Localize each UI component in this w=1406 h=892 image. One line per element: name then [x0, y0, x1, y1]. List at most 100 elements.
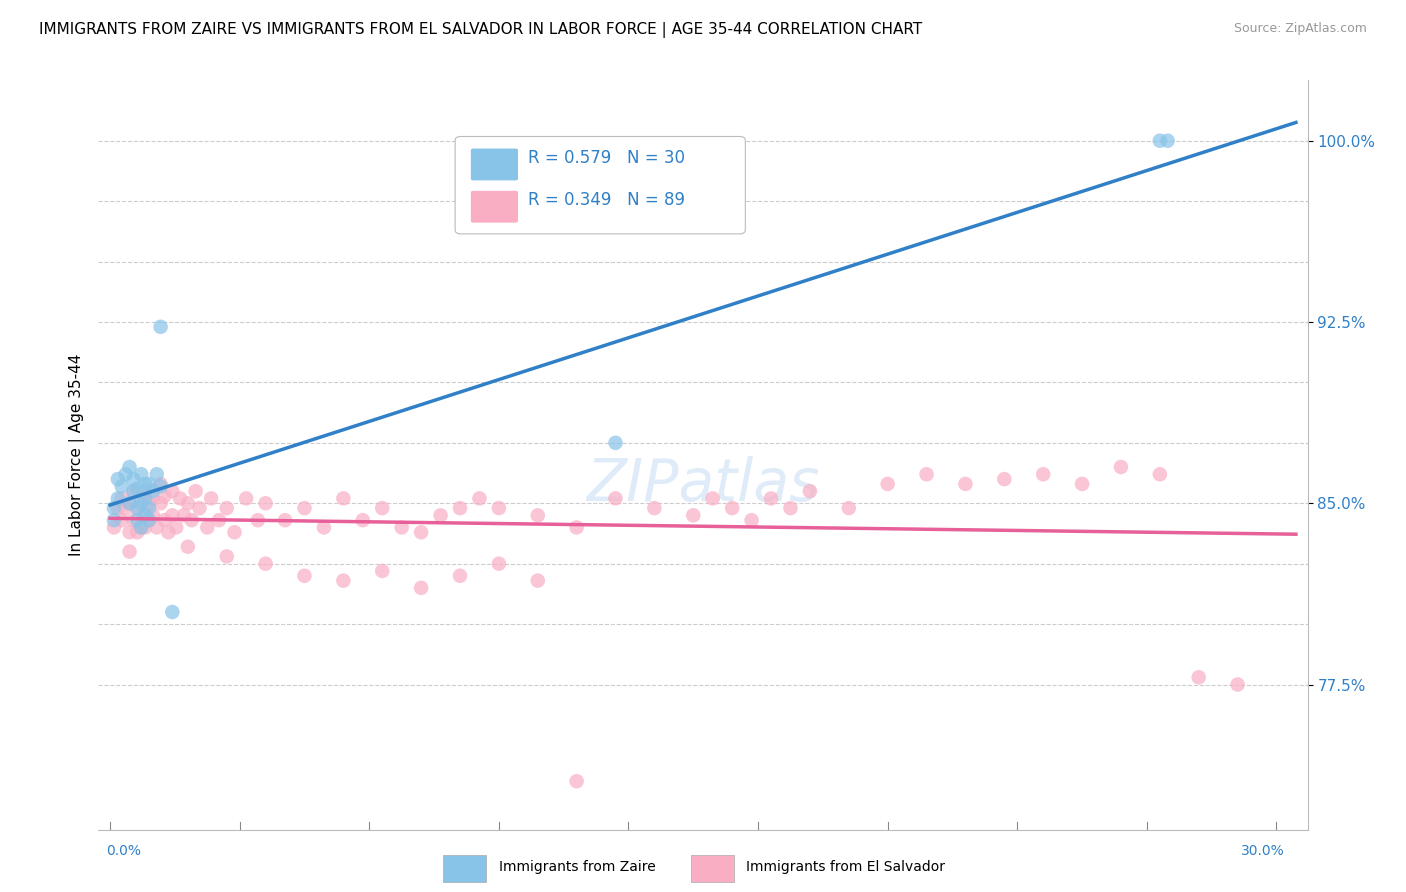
Point: [1032, 467, 1054, 482]
Point: [779, 501, 801, 516]
Point: [129, 520, 152, 534]
Point: [122, 472, 145, 486]
Point: [111, 491, 134, 506]
Text: 30.0%: 30.0%: [1240, 844, 1284, 858]
Point: [352, 513, 374, 527]
Point: [294, 501, 316, 516]
Point: [759, 491, 782, 506]
Point: [449, 568, 471, 582]
Point: [449, 501, 471, 516]
Point: [1188, 670, 1211, 684]
Point: [274, 513, 297, 527]
Text: R = 0.349   N = 89: R = 0.349 N = 89: [527, 191, 685, 209]
Text: Immigrants from Zaire: Immigrants from Zaire: [499, 861, 655, 874]
Y-axis label: In Labor Force | Age 35-44: In Labor Force | Age 35-44: [69, 354, 84, 556]
Point: [565, 520, 588, 534]
Point: [1149, 134, 1171, 148]
Point: [235, 491, 257, 506]
Point: [122, 484, 145, 499]
Point: [103, 520, 125, 534]
Point: [145, 520, 167, 534]
Point: [134, 508, 156, 523]
FancyBboxPatch shape: [471, 191, 517, 223]
Point: [682, 508, 704, 523]
Point: [312, 520, 335, 534]
Point: [129, 496, 152, 510]
Point: [915, 467, 938, 482]
Point: [195, 520, 218, 534]
Point: [138, 501, 160, 516]
Point: [149, 479, 172, 493]
Point: [134, 477, 156, 491]
Point: [138, 496, 160, 510]
Point: [157, 525, 180, 540]
Point: [134, 508, 156, 523]
Point: [149, 319, 172, 334]
Point: [876, 477, 898, 491]
Point: [993, 472, 1015, 486]
Point: [1109, 460, 1132, 475]
Point: [254, 496, 277, 510]
Point: [702, 491, 724, 506]
Text: R = 0.579   N = 30: R = 0.579 N = 30: [527, 149, 685, 167]
Point: [180, 513, 202, 527]
Point: [107, 491, 129, 506]
Point: [371, 564, 394, 578]
Point: [142, 508, 165, 523]
Point: [111, 513, 134, 527]
Point: [107, 472, 129, 486]
Point: [488, 501, 510, 516]
Point: [138, 513, 160, 527]
Point: [173, 508, 195, 523]
Point: [122, 484, 145, 499]
Point: [1226, 677, 1249, 691]
Point: [526, 574, 548, 588]
Point: [332, 491, 354, 506]
Point: [118, 496, 141, 510]
Point: [134, 491, 156, 506]
Point: [468, 491, 491, 506]
Point: [127, 513, 149, 527]
FancyBboxPatch shape: [456, 136, 745, 234]
Point: [391, 520, 413, 534]
Point: [177, 496, 200, 510]
Point: [1149, 467, 1171, 482]
Point: [118, 460, 141, 475]
Point: [145, 467, 167, 482]
Point: [371, 501, 394, 516]
Point: [127, 501, 149, 516]
Point: [165, 520, 187, 534]
Point: [162, 484, 184, 499]
Point: [134, 520, 156, 534]
Point: [153, 489, 176, 503]
Text: ZIPatlas: ZIPatlas: [586, 457, 820, 514]
Point: [149, 477, 172, 491]
Point: [294, 568, 316, 582]
Point: [565, 774, 588, 789]
Point: [184, 484, 207, 499]
Point: [332, 574, 354, 588]
FancyBboxPatch shape: [443, 855, 486, 881]
Text: Immigrants from El Salvador: Immigrants from El Salvador: [747, 861, 945, 874]
Point: [127, 482, 149, 496]
Point: [162, 605, 184, 619]
Point: [127, 501, 149, 516]
Point: [411, 525, 433, 540]
Point: [429, 508, 451, 523]
Point: [526, 508, 548, 523]
FancyBboxPatch shape: [471, 149, 517, 180]
FancyBboxPatch shape: [690, 855, 734, 881]
Point: [134, 484, 156, 499]
Point: [118, 544, 141, 558]
Point: [142, 484, 165, 499]
Point: [118, 496, 141, 510]
Point: [208, 513, 231, 527]
Point: [129, 491, 152, 506]
Point: [114, 501, 136, 516]
Point: [838, 501, 860, 516]
Point: [188, 501, 211, 516]
Point: [605, 435, 627, 450]
Point: [138, 513, 160, 527]
Point: [1071, 477, 1094, 491]
Text: Source: ZipAtlas.com: Source: ZipAtlas.com: [1233, 22, 1367, 36]
